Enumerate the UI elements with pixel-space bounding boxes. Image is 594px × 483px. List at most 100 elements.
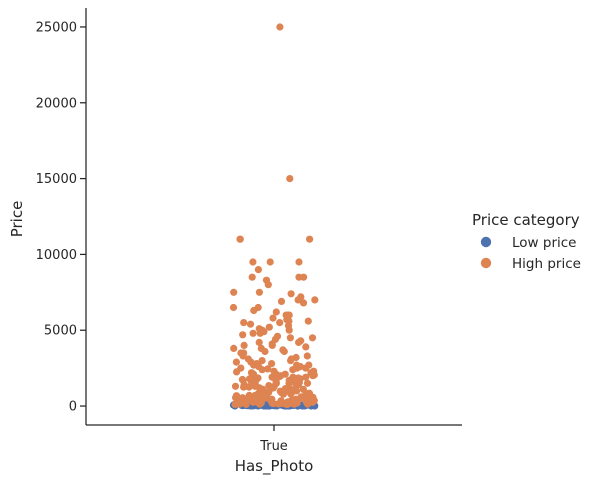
data-point <box>230 344 238 352</box>
data-point <box>250 306 258 315</box>
data-point <box>264 365 272 373</box>
data-point <box>276 372 284 381</box>
data-point <box>295 377 303 385</box>
legend-label: High price <box>512 256 581 272</box>
data-point <box>286 334 294 342</box>
y-tick-label: 0 <box>69 400 77 415</box>
data-point <box>249 258 257 266</box>
data-point <box>302 373 310 381</box>
data-point <box>294 296 302 304</box>
data-point <box>239 331 247 339</box>
data-point <box>286 175 294 183</box>
data-point <box>255 338 263 346</box>
series-high-price <box>229 23 319 409</box>
y-tick-label: 10000 <box>36 248 77 263</box>
data-point <box>285 376 293 384</box>
data-point <box>309 398 317 406</box>
data-point <box>270 367 278 375</box>
data-point <box>258 357 266 365</box>
data-point <box>304 317 312 325</box>
x-ticks: True <box>259 425 288 454</box>
data-point <box>240 383 248 391</box>
data-point <box>303 379 312 387</box>
data-point <box>302 343 310 351</box>
data-point <box>233 368 241 376</box>
data-point <box>272 308 280 316</box>
data-point <box>295 258 303 266</box>
data-point <box>249 329 257 337</box>
data-point <box>270 382 278 390</box>
data-point <box>254 266 262 274</box>
data-point <box>240 341 248 349</box>
data-point <box>265 382 273 390</box>
data-point <box>276 23 284 31</box>
data-point <box>236 235 244 243</box>
data-point <box>280 347 288 356</box>
data-point <box>288 388 296 396</box>
legend: Price category Low price High price <box>472 211 581 272</box>
data-point <box>256 329 264 337</box>
data-points <box>229 23 319 410</box>
data-point <box>311 296 319 304</box>
legend-entry: Low price <box>480 235 576 251</box>
data-point <box>285 326 293 334</box>
legend-label: Low price <box>512 235 576 251</box>
legend-title: Price category <box>472 211 580 229</box>
data-point <box>308 334 317 342</box>
legend-marker <box>480 236 492 248</box>
data-point <box>242 400 250 408</box>
data-point <box>238 375 246 384</box>
data-point <box>261 347 269 356</box>
data-point <box>268 373 276 381</box>
y-tick-label: 15000 <box>36 172 77 187</box>
data-point <box>274 400 282 408</box>
data-point <box>232 358 240 366</box>
data-point <box>295 338 303 346</box>
data-point <box>276 319 284 327</box>
data-point <box>250 361 258 369</box>
data-point <box>287 357 295 365</box>
y-tick-label: 5000 <box>44 324 77 339</box>
legend-entry: High price <box>480 256 581 272</box>
data-point <box>250 394 258 403</box>
data-point <box>255 288 263 296</box>
data-point <box>265 323 273 331</box>
data-point <box>299 299 308 307</box>
data-point <box>264 281 272 289</box>
data-point <box>287 290 295 298</box>
y-ticks: 0 5000 10000 15000 20000 25000 <box>36 20 86 415</box>
data-point <box>277 297 286 305</box>
data-point <box>305 389 313 397</box>
data-point <box>284 400 292 408</box>
data-point <box>268 341 276 349</box>
data-point <box>239 394 247 402</box>
data-point <box>306 235 314 243</box>
data-point <box>268 395 276 403</box>
data-point <box>292 395 300 403</box>
y-tick-label: 25000 <box>36 20 77 35</box>
data-point <box>293 361 301 369</box>
data-point <box>269 314 277 322</box>
data-point <box>299 385 307 393</box>
data-point <box>268 360 276 368</box>
data-point <box>295 273 303 281</box>
data-point <box>266 258 274 266</box>
legend-entries: Low price High price <box>480 235 581 272</box>
data-point <box>281 370 289 378</box>
data-point <box>229 303 238 312</box>
legend-marker <box>480 257 492 269</box>
data-point <box>256 400 264 408</box>
data-point <box>239 352 247 360</box>
data-point <box>246 320 255 328</box>
x-axis: True <box>86 424 462 454</box>
data-point <box>240 319 248 327</box>
data-point <box>248 273 256 281</box>
data-point <box>244 355 252 363</box>
x-axis-title: Has_Photo <box>235 457 314 476</box>
y-tick-label: 20000 <box>36 96 77 111</box>
data-point <box>258 366 266 374</box>
data-point <box>233 397 241 406</box>
data-point <box>231 382 240 390</box>
data-point <box>310 371 318 379</box>
